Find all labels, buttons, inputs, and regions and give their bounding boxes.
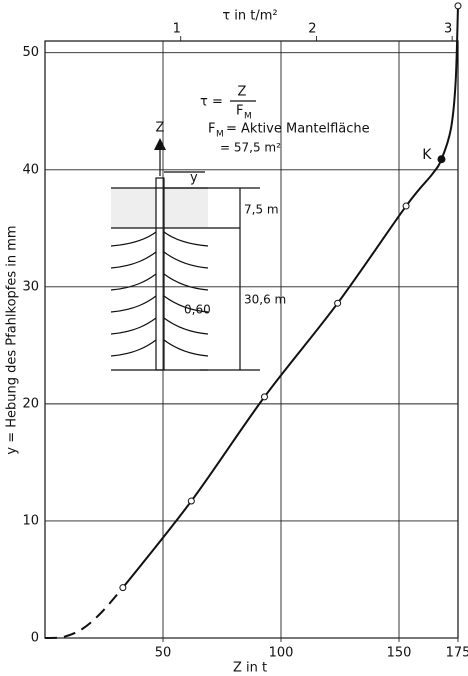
x-tick-label: 175 <box>446 646 468 661</box>
x-tick-label: 50 <box>155 646 172 661</box>
arrow-head <box>154 138 166 150</box>
point-k-label: K <box>422 147 432 163</box>
data-point <box>335 300 341 306</box>
formula-den-sub: M <box>244 112 252 122</box>
fm-sub: M <box>216 130 224 140</box>
curve <box>123 6 458 588</box>
x2-tick-label: 3 <box>444 22 452 37</box>
y-tick-label: 30 <box>22 279 39 294</box>
heave-label: y <box>190 171 198 186</box>
formula-num: Z <box>238 85 247 100</box>
length-label: 30,6 m <box>244 293 286 307</box>
x-axis-label: Z in t <box>233 661 267 676</box>
data-point <box>403 203 409 209</box>
formula-den: F <box>236 104 243 119</box>
soil-layer <box>111 188 156 228</box>
curve <box>45 588 123 638</box>
soil-layer <box>164 188 208 228</box>
chart: τ in t/m² Z in t y = Hebung des Pfahlkop… <box>0 0 468 676</box>
shear-lines <box>111 232 208 370</box>
pile-diagram: Z y 7,5 m 30,6 m 0,60 <box>111 121 286 371</box>
y-tick-label: 40 <box>22 162 39 177</box>
data-point <box>188 498 194 504</box>
formula: τ = Z F M F M = Aktive Mantelfläche = 57… <box>200 85 370 155</box>
fm-value: = 57,5 m² <box>220 141 281 155</box>
y-tick-label: 20 <box>22 396 39 411</box>
data-point <box>120 585 126 591</box>
layer-label: 7,5 m <box>244 203 279 217</box>
x2-axis-label: τ in t/m² <box>222 9 277 24</box>
y-tick-label: 50 <box>22 45 39 60</box>
x2-tick-label: 1 <box>173 22 181 37</box>
data-point <box>261 394 267 400</box>
y-tick-label: 10 <box>22 513 39 528</box>
data-point <box>455 3 461 9</box>
formula-lhs: τ = <box>200 95 223 110</box>
y-axis-label: y = Hebung des Pfahlkopfes in mm <box>5 225 20 454</box>
x-tick-label: 150 <box>387 646 412 661</box>
diameter-label: 0,60 <box>184 303 211 317</box>
y-tick-label: 0 <box>31 631 39 646</box>
fm-rhs: = Aktive Mantelfläche <box>226 122 370 137</box>
x-tick-label: 100 <box>269 646 294 661</box>
point-k <box>437 155 445 163</box>
x2-tick-label: 2 <box>308 22 316 37</box>
fm-lhs: F <box>208 122 215 137</box>
